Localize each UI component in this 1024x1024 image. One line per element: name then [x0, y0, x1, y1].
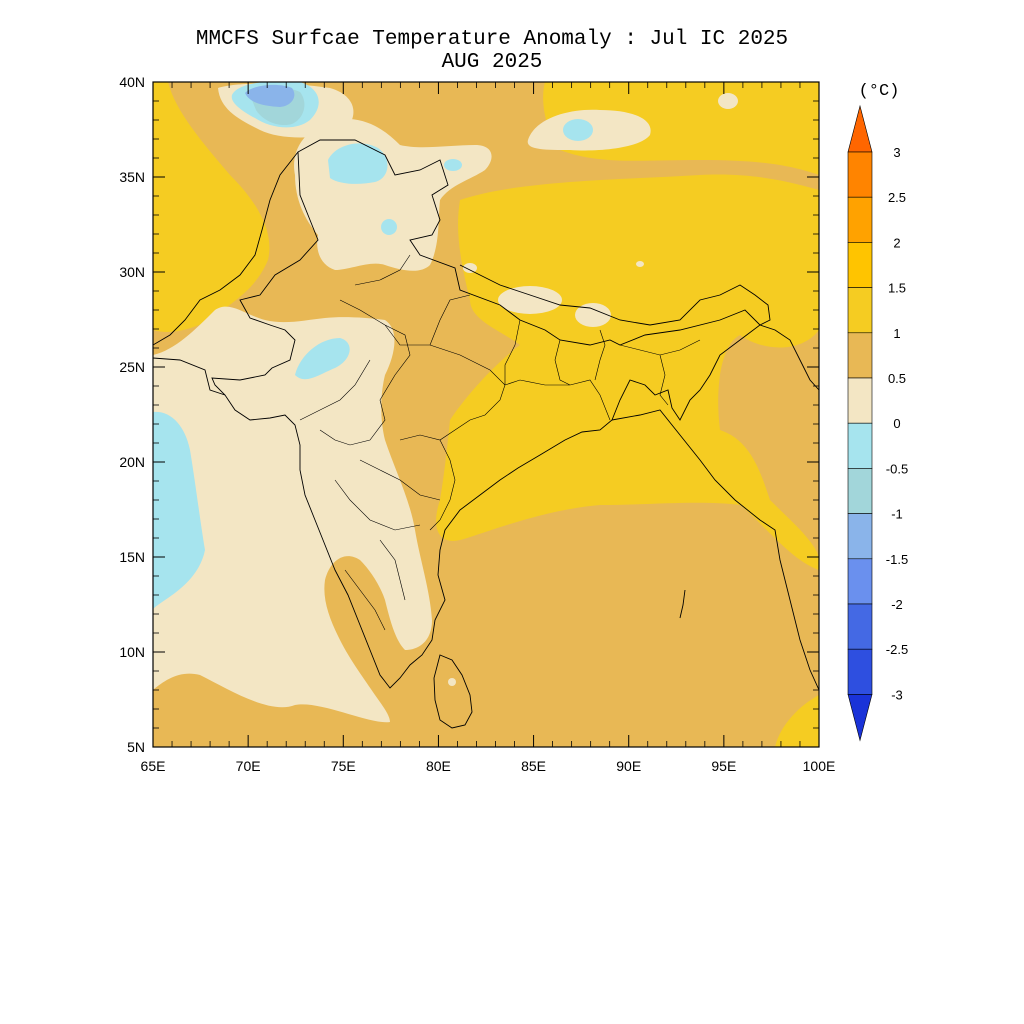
colorbar-level-label: -2.5: [886, 642, 908, 657]
colorbar-swatch: [847, 377, 873, 424]
colorbar-bottom-arrow: [847, 694, 873, 742]
anomaly-region-1-1.5-west: [153, 82, 270, 332]
anomaly-patch-neg0.5-0-a: [563, 119, 593, 141]
y-tick-label: 5N: [127, 739, 145, 755]
colorbar-swatch: [847, 603, 873, 650]
anomaly-patch-0-0.5-a: [498, 286, 562, 314]
india-outline: [211, 139, 761, 689]
anomaly-patch-neg0.5-0-b: [444, 159, 462, 171]
chart-title: MMCFS Surfcae Temperature Anomaly : Jul …: [195, 28, 789, 51]
x-tick-label: 85E: [521, 758, 546, 774]
colorbar-level-label: 2.5: [888, 190, 906, 205]
andaman-islands: [679, 589, 686, 619]
colorbar-swatch: [847, 422, 873, 469]
anomaly-patch-0-0.5-e: [448, 678, 456, 686]
colorbar-swatch: [847, 558, 873, 605]
map-axes: 65E 70E 75E 80E 85E 90E 95E 100E 40N 35N 30N 25N 20N…: [119, 74, 835, 774]
x-tick-label: 90E: [616, 758, 641, 774]
anomaly-patch-0-0.5-c: [718, 93, 738, 109]
y-tick-label: 15N: [119, 549, 145, 565]
chart-subtitle: AUG 2025: [441, 51, 543, 74]
x-tick-label: 65E: [141, 758, 166, 774]
x-tick-label: 100E: [803, 758, 836, 774]
coastline-myanmar-bay: [611, 324, 819, 691]
anomaly-patch-0-0.5-f: [636, 261, 644, 267]
boundary-lines: [153, 139, 819, 729]
colorbar-swatch: [847, 151, 873, 198]
anomaly-region-neg1.5-neg1: [245, 84, 295, 107]
colorbar-level-label: -3: [891, 687, 903, 702]
colorbar-top-arrow: [847, 104, 873, 153]
y-tick-label: 30N: [119, 264, 145, 280]
anomaly-patch-neg0.5-0-c: [381, 219, 397, 235]
colorbar-level-label: 0: [893, 416, 900, 431]
x-tick-label: 70E: [236, 758, 261, 774]
y-tick-label: 40N: [119, 74, 145, 90]
tibet-border: [459, 264, 771, 326]
y-tick-label: 20N: [119, 454, 145, 470]
colorbar-swatch: [847, 332, 873, 379]
colorbar-level-label: -1.5: [886, 552, 908, 567]
anomaly-region-neg0.5-0-rajasthan: [295, 338, 350, 380]
colorbar-swatch: [847, 648, 873, 695]
colorbar-unit-label: (°C): [859, 82, 900, 101]
colorbar-level-label: 1: [893, 326, 900, 341]
x-tick-label: 75E: [331, 758, 356, 774]
map-field: [153, 82, 819, 747]
colorbar-level-label: -2: [891, 597, 903, 612]
colorbar-swatch: [847, 242, 873, 288]
sri-lanka-outline: [433, 654, 473, 729]
y-tick-label: 10N: [119, 644, 145, 660]
colorbar-level-label: 0.5: [888, 371, 906, 386]
anomaly-region-1-1.5-east: [436, 174, 819, 570]
state-lines: [299, 254, 701, 631]
colorbar-swatch: [847, 513, 873, 560]
colorbar-level-label: 1.5: [888, 281, 906, 296]
x-tick-label: 80E: [426, 758, 451, 774]
y-tick-label: 35N: [119, 169, 145, 185]
anomaly-region-neg0.5-0-north: [328, 143, 388, 184]
colorbar-level-label: -0.5: [886, 461, 908, 476]
colorbar-level-label: -1: [891, 507, 903, 522]
colorbar-swatch: [847, 468, 873, 514]
plot-frame: [152, 81, 820, 748]
colorbar-level-label: 3: [893, 145, 900, 160]
anomaly-region-1-1.5-southeast: [775, 695, 819, 747]
colorbar-level-label: 2: [893, 235, 900, 250]
x-tick-label: 95E: [711, 758, 736, 774]
anomaly-patch-0-0.5-d: [463, 263, 477, 273]
anomaly-region-0-0.5-west: [153, 306, 432, 723]
anomaly-region-neg0.5-0-arabian: [153, 411, 205, 610]
anomaly-region-1-1.5-northeast: [543, 82, 819, 175]
pakistan-outline: [153, 151, 299, 396]
colorbar-swatch: [847, 287, 873, 334]
colorbar: 3 2.5 2 1.5 1 0.5 0 -0.5 -1 -1.5 -2 -2.5 -3: [847, 104, 908, 742]
y-tick-label: 25N: [119, 359, 145, 375]
anomaly-patch-0-0.5-b: [575, 303, 611, 327]
colorbar-swatch: [847, 196, 873, 243]
